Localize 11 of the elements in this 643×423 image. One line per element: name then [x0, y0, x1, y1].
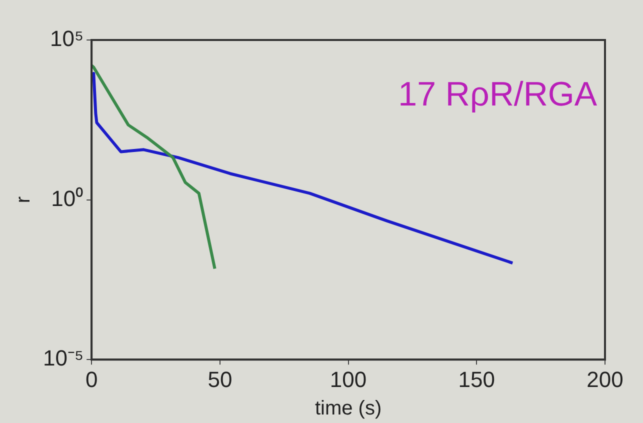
- x-axis-title: time (s): [314, 398, 382, 420]
- x-tick-label: 150: [458, 366, 496, 392]
- y-axis-title: r: [12, 196, 35, 204]
- y-tick-label: 10⁵: [50, 26, 84, 52]
- y-tick-label: 10⁰: [51, 186, 84, 211]
- x-tick-label: 50: [208, 366, 232, 392]
- x-tick-label: 100: [330, 366, 367, 392]
- x-tick-label: 200: [586, 366, 624, 392]
- annotation: 17 RρR/RGA: [398, 75, 598, 114]
- y-tick-label: 10⁻⁵: [42, 346, 84, 371]
- x-tick-label: 0: [85, 366, 98, 392]
